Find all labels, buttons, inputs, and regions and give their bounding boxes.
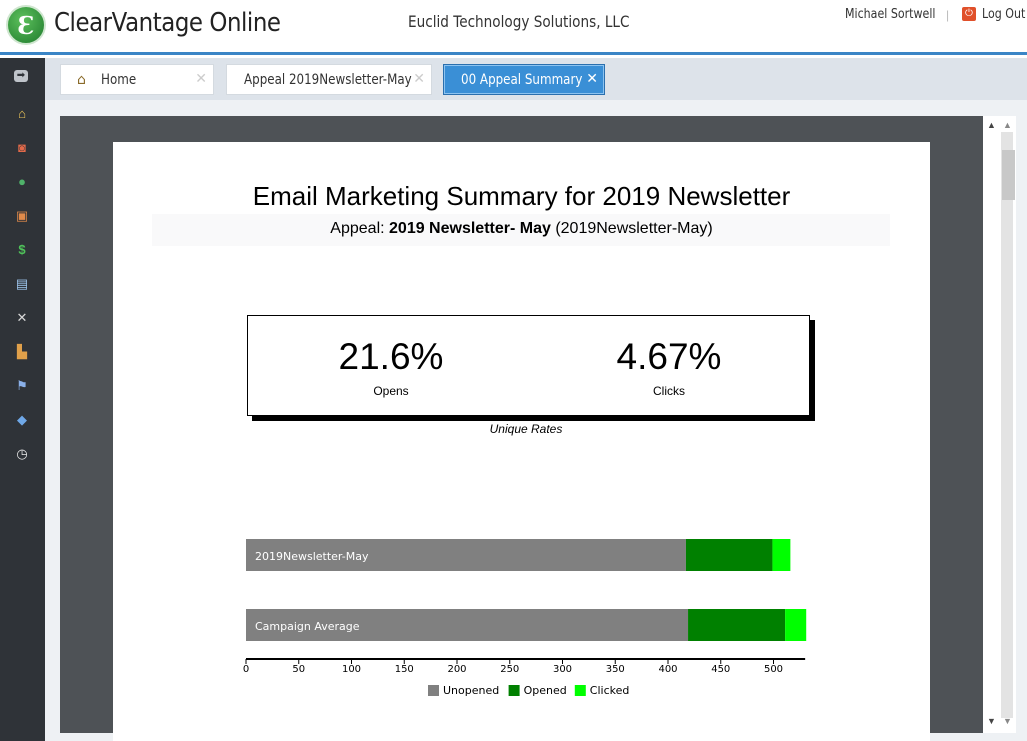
stacked-bar-chart: 2019Newsletter-May Campaign Average 0 50 100… — [240, 530, 820, 715]
x-tick-label: 250 — [500, 664, 519, 675]
clicks-label: Clicks — [653, 384, 685, 398]
legend-label-unopened: Unopened — [443, 684, 499, 697]
bar-segment-unopened — [246, 609, 689, 641]
flag-icon[interactable]: ⚑ — [16, 378, 28, 393]
scrollbar-thumb[interactable] — [1002, 150, 1015, 200]
kpi-box: 21.6% Opens 4.67% Clicks — [247, 315, 810, 416]
legend-label-opened: Opened — [524, 684, 567, 697]
tools-icon[interactable]: ✕ — [16, 310, 28, 325]
tab-appeal-summary[interactable]: 00 Appeal Summary ✕ — [443, 64, 605, 95]
appeal-prefix: Appeal: — [330, 220, 390, 237]
opens-rate: 21.6% — [338, 336, 444, 377]
x-tick-label: 150 — [395, 664, 414, 675]
home-icon: ⌂ — [77, 71, 86, 88]
tab-label: Appeal 2019Newsletter-May — [244, 71, 412, 88]
x-tick-label: 500 — [764, 664, 783, 675]
bar-category-label: Campaign Average — [255, 620, 360, 633]
bar-segment-clicked — [772, 539, 791, 571]
chart-svg: 2019Newsletter-May Campaign Average 0 50 100… — [243, 539, 807, 697]
clicks-rate: 4.67% — [616, 336, 722, 377]
scrollbar-track[interactable] — [1001, 132, 1015, 718]
top-header: Ɛ ClearVantage Online Euclid Technology … — [0, 0, 1027, 55]
arrow-right-icon[interactable]: ➡ — [14, 70, 28, 82]
power-icon[interactable]: ⏻ — [962, 7, 976, 21]
x-tick-label: 0 — [243, 664, 249, 675]
home-icon[interactable]: ⌂ — [18, 106, 26, 121]
globe-icon[interactable]: ● — [18, 174, 26, 189]
paint-bucket-icon[interactable]: ◆ — [17, 412, 27, 427]
left-sidebar: ➡ ⌂ ◙ ● ▣ $ ▤ ✕ ▙ ⚑ ◆ ◷ — [0, 58, 45, 741]
tab-bar: ⌂ Home ✕ Appeal 2019Newsletter-May ✕ 00 … — [45, 58, 1027, 100]
x-tick-label: 450 — [711, 664, 730, 675]
legend-swatch-unopened — [428, 685, 439, 696]
contacts-icon[interactable]: ◙ — [18, 140, 26, 155]
x-tick-label: 200 — [447, 664, 466, 675]
logo-letter: Ɛ — [17, 10, 35, 40]
bar-category-label: 2019Newsletter-May — [255, 550, 369, 563]
x-tick-label: 350 — [606, 664, 625, 675]
user-name[interactable]: Michael Sortwell — [845, 7, 936, 22]
certificate-icon[interactable]: ▣ — [15, 208, 29, 223]
bar-segment-clicked — [785, 609, 807, 641]
tab-appeal[interactable]: Appeal 2019Newsletter-May ✕ — [226, 64, 432, 95]
rates-caption: Unique Rates — [489, 422, 563, 436]
organization-name: Euclid Technology Solutions, LLC — [408, 12, 630, 31]
bar-segment-opened — [688, 609, 786, 641]
tab-label: 00 Appeal Summary — [461, 71, 583, 88]
legend-swatch-clicked — [574, 685, 586, 696]
x-tick-label: 100 — [342, 664, 361, 675]
app-title: ClearVantage Online — [54, 8, 281, 38]
tab-label: Home — [101, 71, 137, 88]
tab-home[interactable]: ⌂ Home ✕ — [60, 64, 214, 95]
bar-segment-opened — [685, 539, 773, 571]
report-title: Email Marketing Summary for 2019 Newslet… — [252, 181, 791, 211]
clock-icon[interactable]: ◷ — [16, 446, 28, 461]
legend-label-clicked: Clicked — [590, 684, 630, 697]
vertical-scrollbar[interactable]: ▲ ▲ ▼ ▼ — [983, 116, 1016, 733]
report-subtitle: Appeal: 2019 Newsletter- May (2019Newsle… — [113, 220, 930, 238]
opens-label: Opens — [373, 384, 409, 398]
scroll-up-icon[interactable]: ▲ — [987, 120, 996, 130]
dollar-icon[interactable]: $ — [18, 242, 26, 257]
close-icon[interactable]: ✕ — [586, 71, 598, 87]
header-separator: | — [946, 8, 950, 22]
appeal-name: 2019 Newsletter- May — [389, 220, 551, 237]
subtitle-band — [152, 214, 890, 246]
bar-segment-unopened — [246, 539, 686, 571]
close-icon[interactable]: ✕ — [413, 71, 425, 87]
document-icon[interactable]: ▤ — [15, 276, 29, 291]
buildings-icon[interactable]: ▙ — [17, 344, 27, 359]
logout-link[interactable]: Log Out — [982, 7, 1026, 22]
close-icon[interactable]: ✕ — [195, 71, 207, 87]
scroll-up-icon[interactable]: ▲ — [1003, 120, 1012, 130]
scroll-down-icon[interactable]: ▼ — [1003, 716, 1012, 726]
x-tick-label: 400 — [658, 664, 677, 675]
appeal-code: (2019Newsletter-May) — [550, 220, 713, 237]
legend-swatch-opened — [508, 685, 520, 696]
scroll-down-icon[interactable]: ▼ — [987, 716, 996, 726]
x-tick-label: 50 — [292, 664, 305, 675]
x-tick-label: 300 — [553, 664, 572, 675]
app-logo[interactable]: Ɛ — [6, 5, 46, 45]
